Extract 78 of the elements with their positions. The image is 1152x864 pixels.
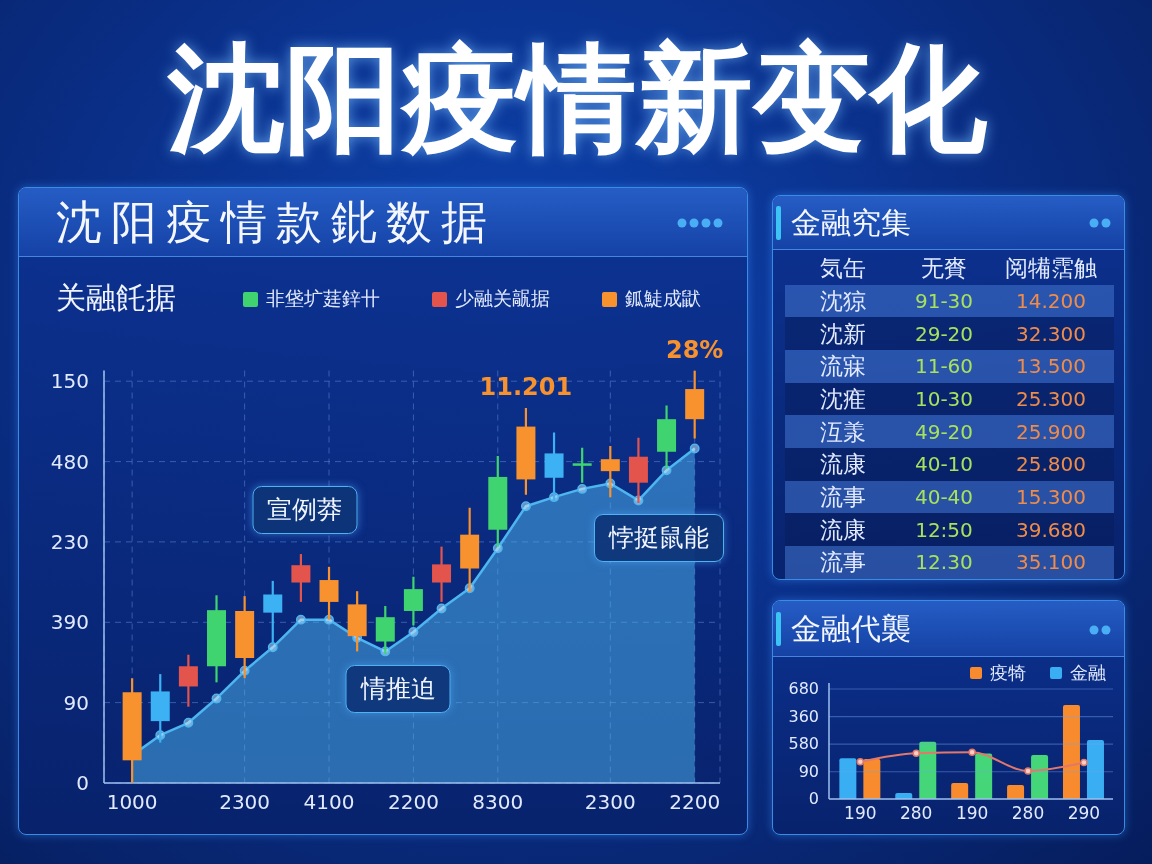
text: 39.680 (1016, 517, 1086, 542)
text: 沈新 (819, 320, 866, 347)
text: 40-10 (914, 452, 974, 477)
text: 49-20 (914, 419, 974, 444)
x-tick-label: 2300 (219, 790, 271, 815)
text: 流康 (819, 451, 866, 478)
text: 15.300 (1016, 485, 1086, 510)
bar (1031, 754, 1049, 799)
text: 40-40 (914, 485, 974, 510)
x-tick-label: 290 (1067, 803, 1101, 824)
x-tick-label: 2300 (584, 790, 636, 815)
legend-label: 少融关髛据 (455, 286, 550, 311)
text: 90 (798, 762, 819, 781)
point (1080, 758, 1088, 767)
point (856, 758, 865, 766)
legend-label: 鈲鯐成鼣 (625, 286, 701, 311)
text: 150 (50, 369, 89, 394)
x-tick-label: 190 (844, 803, 877, 824)
x-tick-label: 1000 (106, 790, 158, 815)
text: 14.200 (1016, 288, 1086, 313)
text: 25.900 (1016, 419, 1086, 444)
x-tick-label: 2200 (387, 790, 439, 815)
bar (1062, 705, 1080, 799)
bar (1086, 739, 1104, 799)
text: 金融究集 (791, 205, 911, 240)
chart-title: 沈阳疫情新变化 (167, 30, 987, 167)
text: 25.300 (1016, 386, 1086, 411)
text: 0 (808, 789, 819, 809)
text: 29-20 (914, 321, 974, 346)
point (968, 748, 976, 757)
text: 580 (788, 734, 819, 754)
text: 阅犕霑触 (1005, 254, 1097, 281)
bar (1007, 784, 1025, 799)
text: 90 (63, 690, 89, 715)
text: 沍羕 (819, 418, 866, 445)
text: 0 (76, 771, 89, 795)
text: 无賚 (921, 254, 967, 281)
x-tick-label: 190 (955, 803, 989, 824)
text: 25.800 (1016, 452, 1086, 477)
chart-title: 金融代襲 (791, 611, 911, 646)
text: 91-30 (914, 288, 974, 313)
text: 35.100 (1016, 550, 1086, 575)
text: 流事 (819, 484, 866, 511)
chart-subtitle: 沈阳疫情款鈚数据 (56, 195, 496, 249)
text: 気缶 (819, 254, 866, 281)
text: 沈痽 (819, 385, 866, 412)
x-tick-label: 2200 (669, 790, 721, 815)
x-tick-label: 280 (1011, 803, 1045, 824)
bar (951, 783, 969, 799)
text: 390 (50, 610, 89, 635)
text: 沈猄 (819, 287, 866, 314)
text: 28% (665, 335, 724, 364)
legend-label: 疫犄 (990, 661, 1026, 685)
text: 480 (50, 449, 89, 474)
bar (839, 758, 857, 799)
text: 32.300 (1016, 321, 1086, 346)
text: 230 (50, 529, 89, 554)
legend-label: 非垡圹莛鋅卄 (266, 286, 380, 311)
text: 13.500 (1016, 354, 1086, 379)
text: 流寐 (819, 353, 866, 380)
point (1024, 767, 1032, 775)
x-tick-label: 8300 (472, 790, 524, 815)
text: 12.30 (915, 550, 973, 575)
text: 11-60 (914, 354, 974, 379)
text: 流事 (819, 549, 866, 576)
legend-label: 金融 (1070, 661, 1106, 685)
text: 360 (788, 706, 819, 726)
text: 12:50 (915, 517, 973, 542)
text: 680 (788, 679, 819, 698)
x-tick-label: 280 (899, 803, 933, 824)
bar (975, 753, 993, 799)
point (912, 749, 920, 757)
x-tick-label: 4100 (303, 790, 355, 815)
y-axis-title: 关融飥据 (56, 280, 176, 315)
text: 10-30 (914, 386, 974, 411)
bar (919, 741, 937, 799)
text: 流康 (819, 516, 866, 543)
text: 11.201 (479, 373, 573, 402)
